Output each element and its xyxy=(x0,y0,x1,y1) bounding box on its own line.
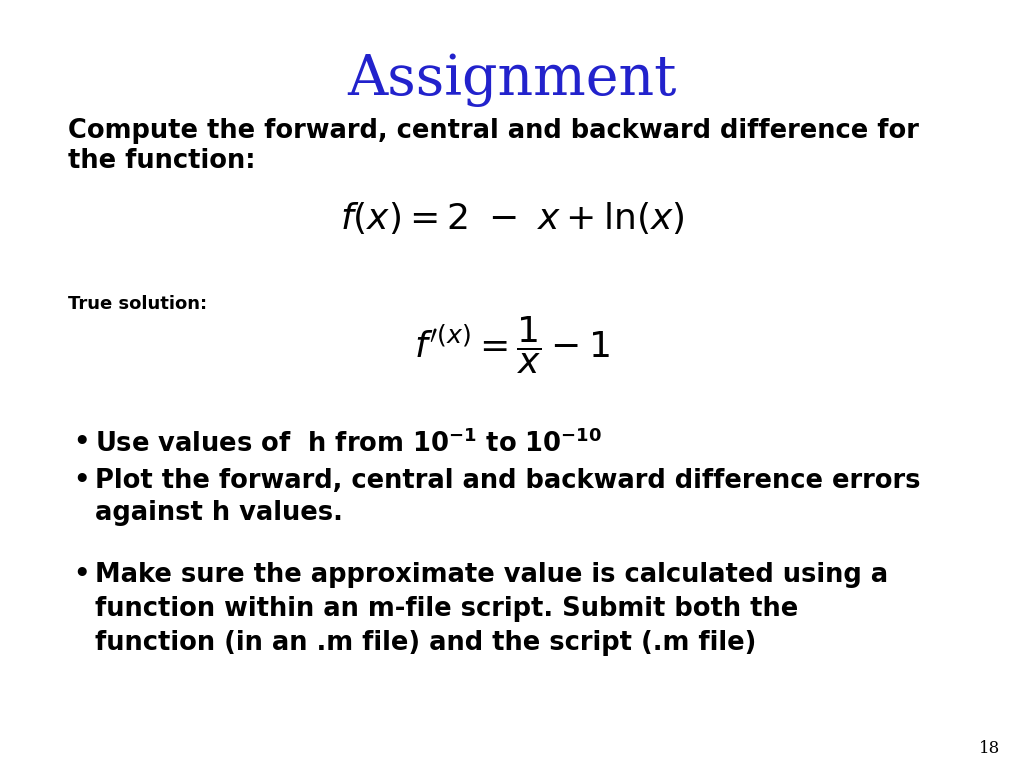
Text: •: • xyxy=(73,468,89,494)
Text: the function:: the function: xyxy=(68,148,256,174)
Text: against h values.: against h values. xyxy=(95,500,343,526)
Text: $f^{\prime(x)} = \dfrac{1}{x} - 1$: $f^{\prime(x)} = \dfrac{1}{x} - 1$ xyxy=(414,315,610,377)
Text: Compute the forward, central and backward difference for: Compute the forward, central and backwar… xyxy=(68,118,919,144)
Text: Use values of  h from $\mathbf{10^{-1}}$ to $\mathbf{10^{-10}}$: Use values of h from $\mathbf{10^{-1}}$ … xyxy=(95,430,602,459)
Text: function (in an .m file) and the script (.m file): function (in an .m file) and the script … xyxy=(95,630,757,656)
Text: •: • xyxy=(73,430,89,456)
Text: Assignment: Assignment xyxy=(347,52,677,107)
Text: Plot the forward, central and backward difference errors: Plot the forward, central and backward d… xyxy=(95,468,921,494)
Text: 18: 18 xyxy=(979,740,1000,757)
Text: True solution:: True solution: xyxy=(68,295,207,313)
Text: function within an m-file script. Submit both the: function within an m-file script. Submit… xyxy=(95,596,799,622)
Text: Make sure the approximate value is calculated using a: Make sure the approximate value is calcu… xyxy=(95,562,888,588)
Text: $f(x) = 2\ -\ x + \ln(x)$: $f(x) = 2\ -\ x + \ln(x)$ xyxy=(340,200,684,236)
Text: •: • xyxy=(73,562,89,588)
